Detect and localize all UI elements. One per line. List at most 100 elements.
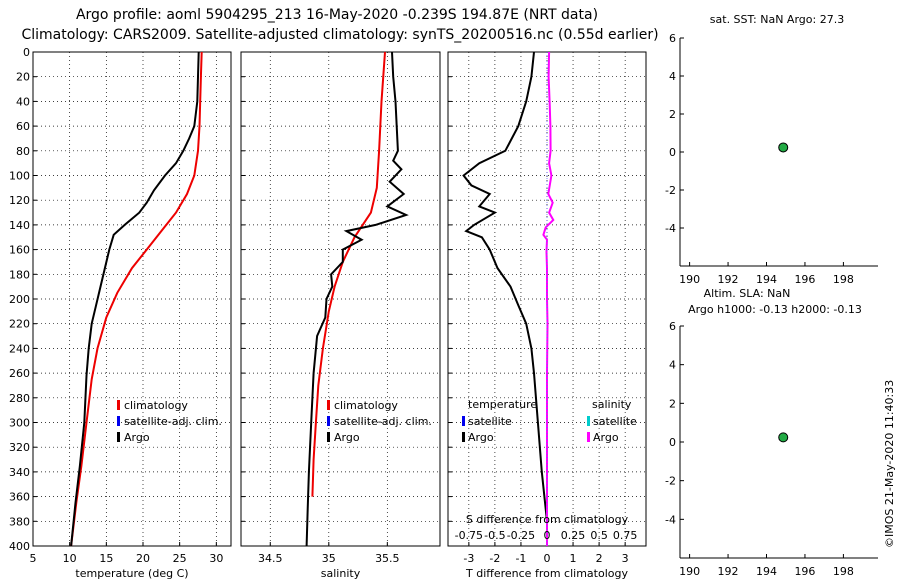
- difference-s-tick-label: -0.75: [455, 529, 483, 542]
- temperature-series-climatology: [70, 51, 203, 547]
- difference-s-tick-label: 0.75: [613, 529, 638, 542]
- difference-s-tick-label: -0.5: [484, 529, 505, 542]
- temperature-x-tick-label: 25: [173, 552, 187, 565]
- sla-y-tick-label: -2: [665, 475, 676, 488]
- temperature-legend-swatch: [117, 400, 120, 410]
- difference-legend-temperature-title: temperature: [468, 398, 537, 411]
- temperature-x-tick-label: 15: [99, 552, 113, 565]
- sst-panel-title: sat. SST: NaN Argo: 27.3: [710, 13, 844, 26]
- sla-x-tick-label: 194: [756, 565, 777, 578]
- sst-x-tick-label: 194: [756, 273, 777, 286]
- temperature-x-tick-label: 30: [209, 552, 223, 565]
- sst-y-tick-label: 4: [669, 70, 676, 83]
- sst-y-tick-label: 2: [669, 108, 676, 121]
- sst-y-tick-label: -2: [665, 184, 676, 197]
- difference-legend-salinity-label: Argo: [593, 431, 619, 444]
- temperature-frame: [32, 51, 232, 547]
- temperature-x-axis-label: temperature (deg C): [75, 567, 188, 580]
- difference-x-tick-label: -2: [489, 552, 500, 565]
- sst-y-tick-label: -4: [665, 222, 676, 235]
- depth-tick-label: 140: [9, 219, 30, 232]
- sla-y-tick-label: 4: [669, 359, 676, 372]
- difference-x-tick-label: 2: [596, 552, 603, 565]
- difference-x-tick-label: -3: [463, 552, 474, 565]
- temperature-legend-swatch: [117, 432, 120, 442]
- salinity-x-tick-label: 35: [322, 552, 336, 565]
- sla-x-tick-label: 198: [833, 565, 854, 578]
- depth-tick-label: 240: [9, 342, 30, 355]
- depth-tick-label: 20: [16, 71, 30, 84]
- depth-tick-label: 380: [9, 515, 30, 528]
- difference-panel: -3 -2 -1 0 1 2 3 T difference from climatology S…: [447, 51, 647, 580]
- difference-series-t-difference-argo-: [462, 51, 548, 546]
- depth-tick-label: 0: [23, 46, 30, 59]
- difference-legend-temperature-label: satellite: [468, 415, 512, 428]
- depth-tick-label: 400: [9, 540, 30, 553]
- depth-tick-label: 160: [9, 244, 30, 257]
- salinity-legend-label: Argo: [334, 431, 360, 444]
- difference-series-s-difference-argo-: [542, 51, 555, 546]
- depth-tick-label: 40: [16, 95, 30, 108]
- difference-x-tick-label: -1: [515, 552, 526, 565]
- temperature-legend-label: satellite-adj. clim.: [124, 415, 222, 428]
- difference-x-tick-label: 3: [622, 552, 629, 565]
- difference-s-tick-label: 0: [544, 529, 551, 542]
- difference-s-axis-label: S difference from climatology: [466, 513, 629, 526]
- difference-legend-salinity-title: salinity: [592, 398, 632, 411]
- depth-tick-label: 220: [9, 318, 30, 331]
- difference-legend-temperature-label: Argo: [468, 431, 494, 444]
- sst-y-tick-label: 0: [669, 146, 676, 159]
- temperature-panel: 0 20 40 60 80 100 120 140 160 180 200 220 240 260 280 3…: [9, 46, 232, 580]
- figure-title-line2: Climatology: CARS2009. Satellite-adjuste…: [21, 27, 658, 43]
- sst-y-tick-label: 6: [669, 32, 676, 45]
- depth-tick-label: 100: [9, 170, 30, 183]
- salinity-series-climatology: [311, 51, 386, 497]
- depth-tick-label: 300: [9, 417, 30, 430]
- depth-tick-label: 120: [9, 194, 30, 207]
- temperature-legend-label: Argo: [124, 431, 150, 444]
- sst-x-tick-label: 196: [794, 273, 815, 286]
- temperature-x-tick-label: 10: [63, 552, 77, 565]
- salinity-x-tick-label: 34.5: [258, 552, 283, 565]
- sla-x-tick-label: 196: [794, 565, 815, 578]
- difference-s-tick-label: -0.25: [507, 529, 535, 542]
- salinity-legend-label: climatology: [334, 399, 398, 412]
- salinity-legend-label: satellite-adj. clim.: [334, 415, 432, 428]
- salinity-x-axis-label: salinity: [321, 567, 361, 580]
- sst-panel: sat. SST: NaN Argo: 27.3 -4 -2 0 2 4 6 190 192 19…: [665, 13, 878, 286]
- depth-tick-label: 60: [16, 120, 30, 133]
- salinity-panel: 34.5 35 35.5 salinity climatology satellite-a…: [240, 51, 441, 580]
- sla-panel-title: Altim. SLA: NaN: [704, 287, 791, 300]
- sst-x-tick-label: 192: [718, 273, 739, 286]
- temperature-x-tick-label: 5: [30, 552, 37, 565]
- salinity-frame: [240, 51, 441, 547]
- sla-y-tick-label: 0: [669, 436, 676, 449]
- difference-legend-salinity-label: satellite: [593, 415, 637, 428]
- salinity-legend-swatch: [327, 416, 330, 426]
- depth-tick-label: 340: [9, 466, 30, 479]
- temperature-legend-label: climatology: [124, 399, 188, 412]
- temperature-x-tick-label: 20: [136, 552, 150, 565]
- sla-x-tick-label: 192: [718, 565, 739, 578]
- difference-s-tick-label: 0.5: [590, 529, 608, 542]
- depth-tick-label: 320: [9, 441, 30, 454]
- difference-x-tick-label: 0: [544, 552, 551, 565]
- salinity-x-tick-label: 35.5: [375, 552, 400, 565]
- figure-title-line1: Argo profile: aoml 5904295_213 16-May-20…: [76, 7, 598, 23]
- difference-s-tick-label: 0.25: [561, 529, 586, 542]
- difference-legend-temperature-swatch: [462, 416, 465, 426]
- sla-y-tick-label: 2: [669, 397, 676, 410]
- depth-tick-label: 80: [16, 145, 30, 158]
- difference-legend-salinity-swatch: [587, 432, 590, 442]
- sla-panel: Altim. SLA: NaN Argo h1000: -0.13 h2000: …: [665, 287, 878, 578]
- sla-panel-subtitle: Argo h1000: -0.13 h2000: -0.13: [688, 303, 862, 316]
- difference-x-axis-label: T difference from climatology: [465, 567, 628, 580]
- salinity-series-argo: [305, 51, 409, 547]
- sla-y-tick-label: 6: [669, 320, 676, 333]
- difference-legend-salinity-swatch: [587, 416, 590, 426]
- depth-tick-label: 360: [9, 491, 30, 504]
- sst-x-tick-label: 190: [679, 273, 700, 286]
- depth-tick-label: 180: [9, 268, 30, 281]
- watermark-text: ©IMOS 21-May-2020 11:40:33: [883, 380, 896, 548]
